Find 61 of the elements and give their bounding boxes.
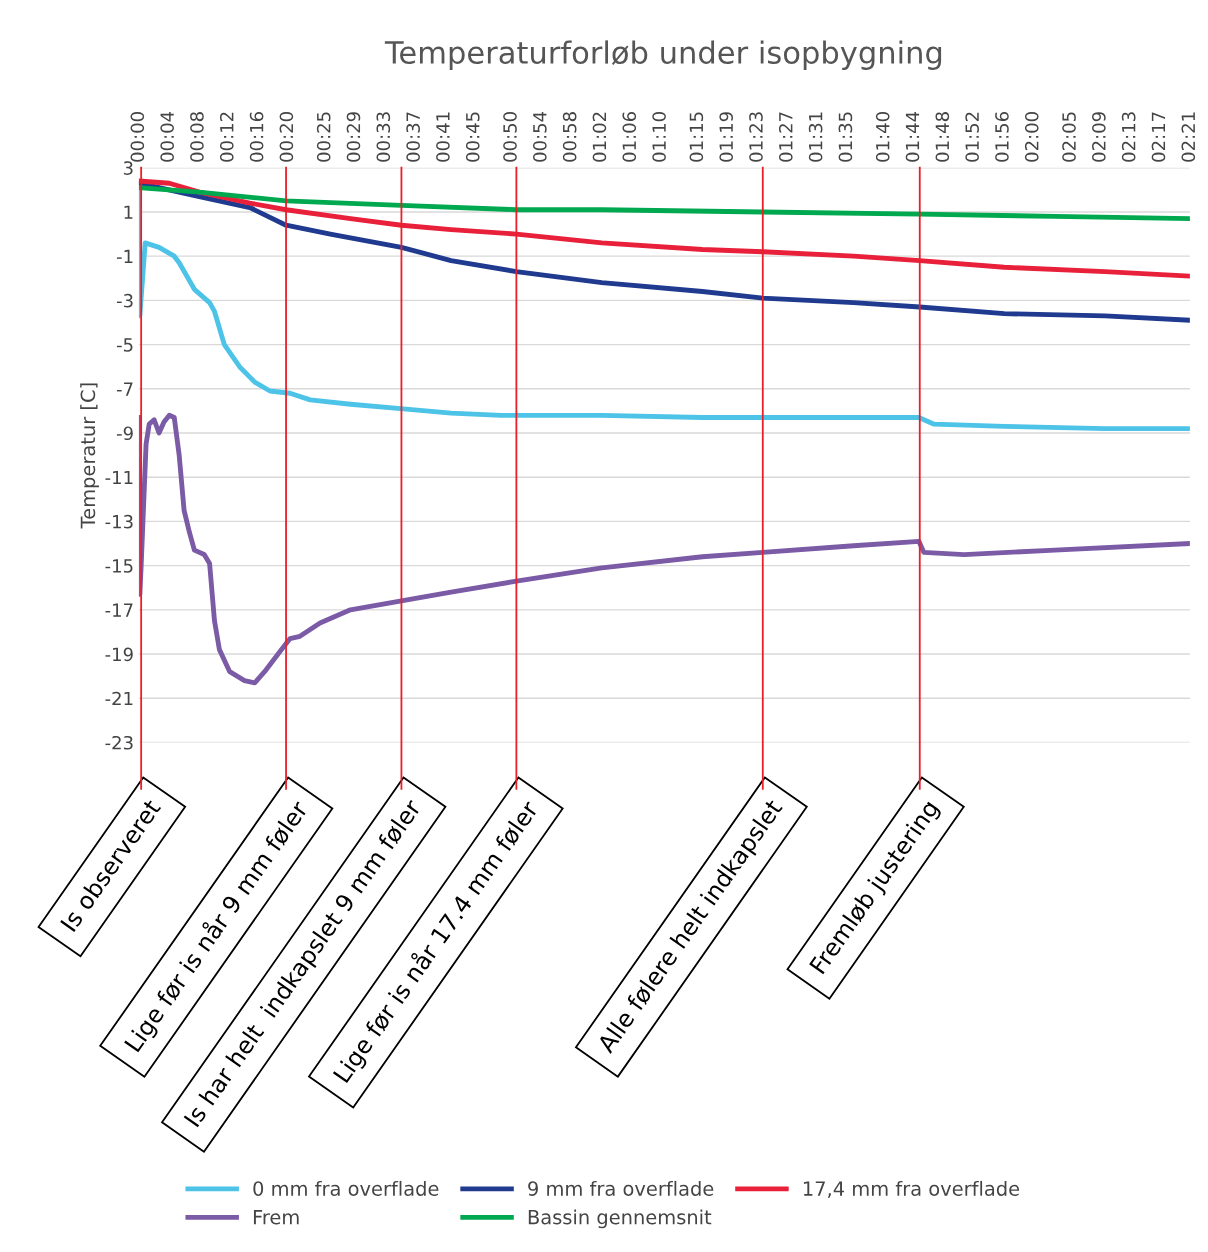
x-tick-label: 01:44: [905, 111, 920, 162]
x-tick-label: 01:15: [689, 112, 704, 162]
x-tick-label: 01:02: [592, 112, 607, 162]
x-tick-label: 01:48: [935, 112, 950, 162]
x-tick-label: 00:50: [503, 112, 517, 162]
x-tick-label: 01:40: [875, 112, 890, 162]
line-series: [138, 180, 1190, 323]
x-tick-label: 00:58: [562, 112, 577, 162]
x-tick-label: 00:25: [316, 112, 331, 162]
legend-label: 0 mm fra overflade: [253, 1180, 439, 1196]
x-tick-label: 00:29: [346, 112, 361, 162]
x-tick-label: 00:12: [219, 112, 234, 162]
line-series: [138, 187, 1190, 432]
x-tick-label: 01:56: [995, 112, 1009, 162]
x-tick-label: 00:41: [436, 112, 450, 162]
y-axis-title: Temperatur [C]: [80, 383, 100, 529]
legend-label: 17,4 mm fra overflade: [803, 1180, 1020, 1198]
y-tick-label: 1: [124, 205, 133, 219]
x-tick-label: 00:45: [465, 112, 480, 162]
y-tick-label: -13: [105, 514, 133, 529]
y-tick-label: -15: [105, 559, 133, 573]
x-tick-label: 01:23: [749, 112, 763, 162]
y-tick-label: -1: [116, 249, 133, 264]
y-tick-label: -17: [105, 603, 133, 617]
x-tick-label: 00:37: [406, 112, 420, 162]
x-tick-label: 02:17: [1151, 112, 1166, 162]
x-tick-label: 01:31: [808, 112, 823, 162]
line-series: [138, 412, 1190, 686]
x-tick-label: 02:09: [1092, 112, 1106, 162]
y-tick-label: 3: [123, 161, 133, 175]
y-tick-label: -9: [116, 426, 133, 441]
y-tick-label: -3: [116, 293, 133, 308]
x-tick-label: 02:13: [1121, 112, 1136, 162]
x-tick-label: 02:05: [1062, 112, 1076, 162]
y-tick-label: -7: [116, 382, 133, 396]
x-tick-label: 01:52: [965, 112, 979, 162]
x-tick-label: 00:08: [190, 112, 204, 162]
x-tick-label: 00:33: [376, 112, 391, 162]
legend-label: Frem: [253, 1210, 299, 1225]
legend-label: Bassin gennemsnit: [528, 1209, 712, 1229]
x-tick-label: 00:20: [279, 112, 294, 162]
y-tick-label: -21: [105, 691, 133, 706]
x-tick-label: 00:04: [160, 111, 174, 162]
x-tick-label: 01:10: [652, 112, 666, 162]
line-series: [138, 178, 1190, 279]
x-tick-label: 01:27: [778, 112, 793, 162]
x-tick-label: 00:16: [249, 112, 264, 162]
x-tick-label: 01:06: [622, 112, 637, 162]
x-tick-label: 02:00: [1024, 112, 1039, 162]
y-tick-label: -23: [105, 735, 133, 750]
x-tick-label: 00:54: [533, 111, 547, 162]
x-tick-label: 01:19: [719, 112, 734, 162]
line-series: [138, 185, 1190, 222]
x-tick-label: 01:35: [838, 112, 853, 162]
y-tick-label: -19: [105, 647, 133, 662]
y-tick-label: -5: [116, 338, 133, 352]
y-tick-label: -11: [105, 470, 133, 485]
x-tick-label: 02:21: [1181, 112, 1196, 162]
chart-title: Temperaturforløb under isopbygning: [384, 40, 942, 70]
x-tick-label: 00:00: [130, 112, 145, 162]
legend-label: 9 mm fra overflade: [528, 1180, 714, 1196]
